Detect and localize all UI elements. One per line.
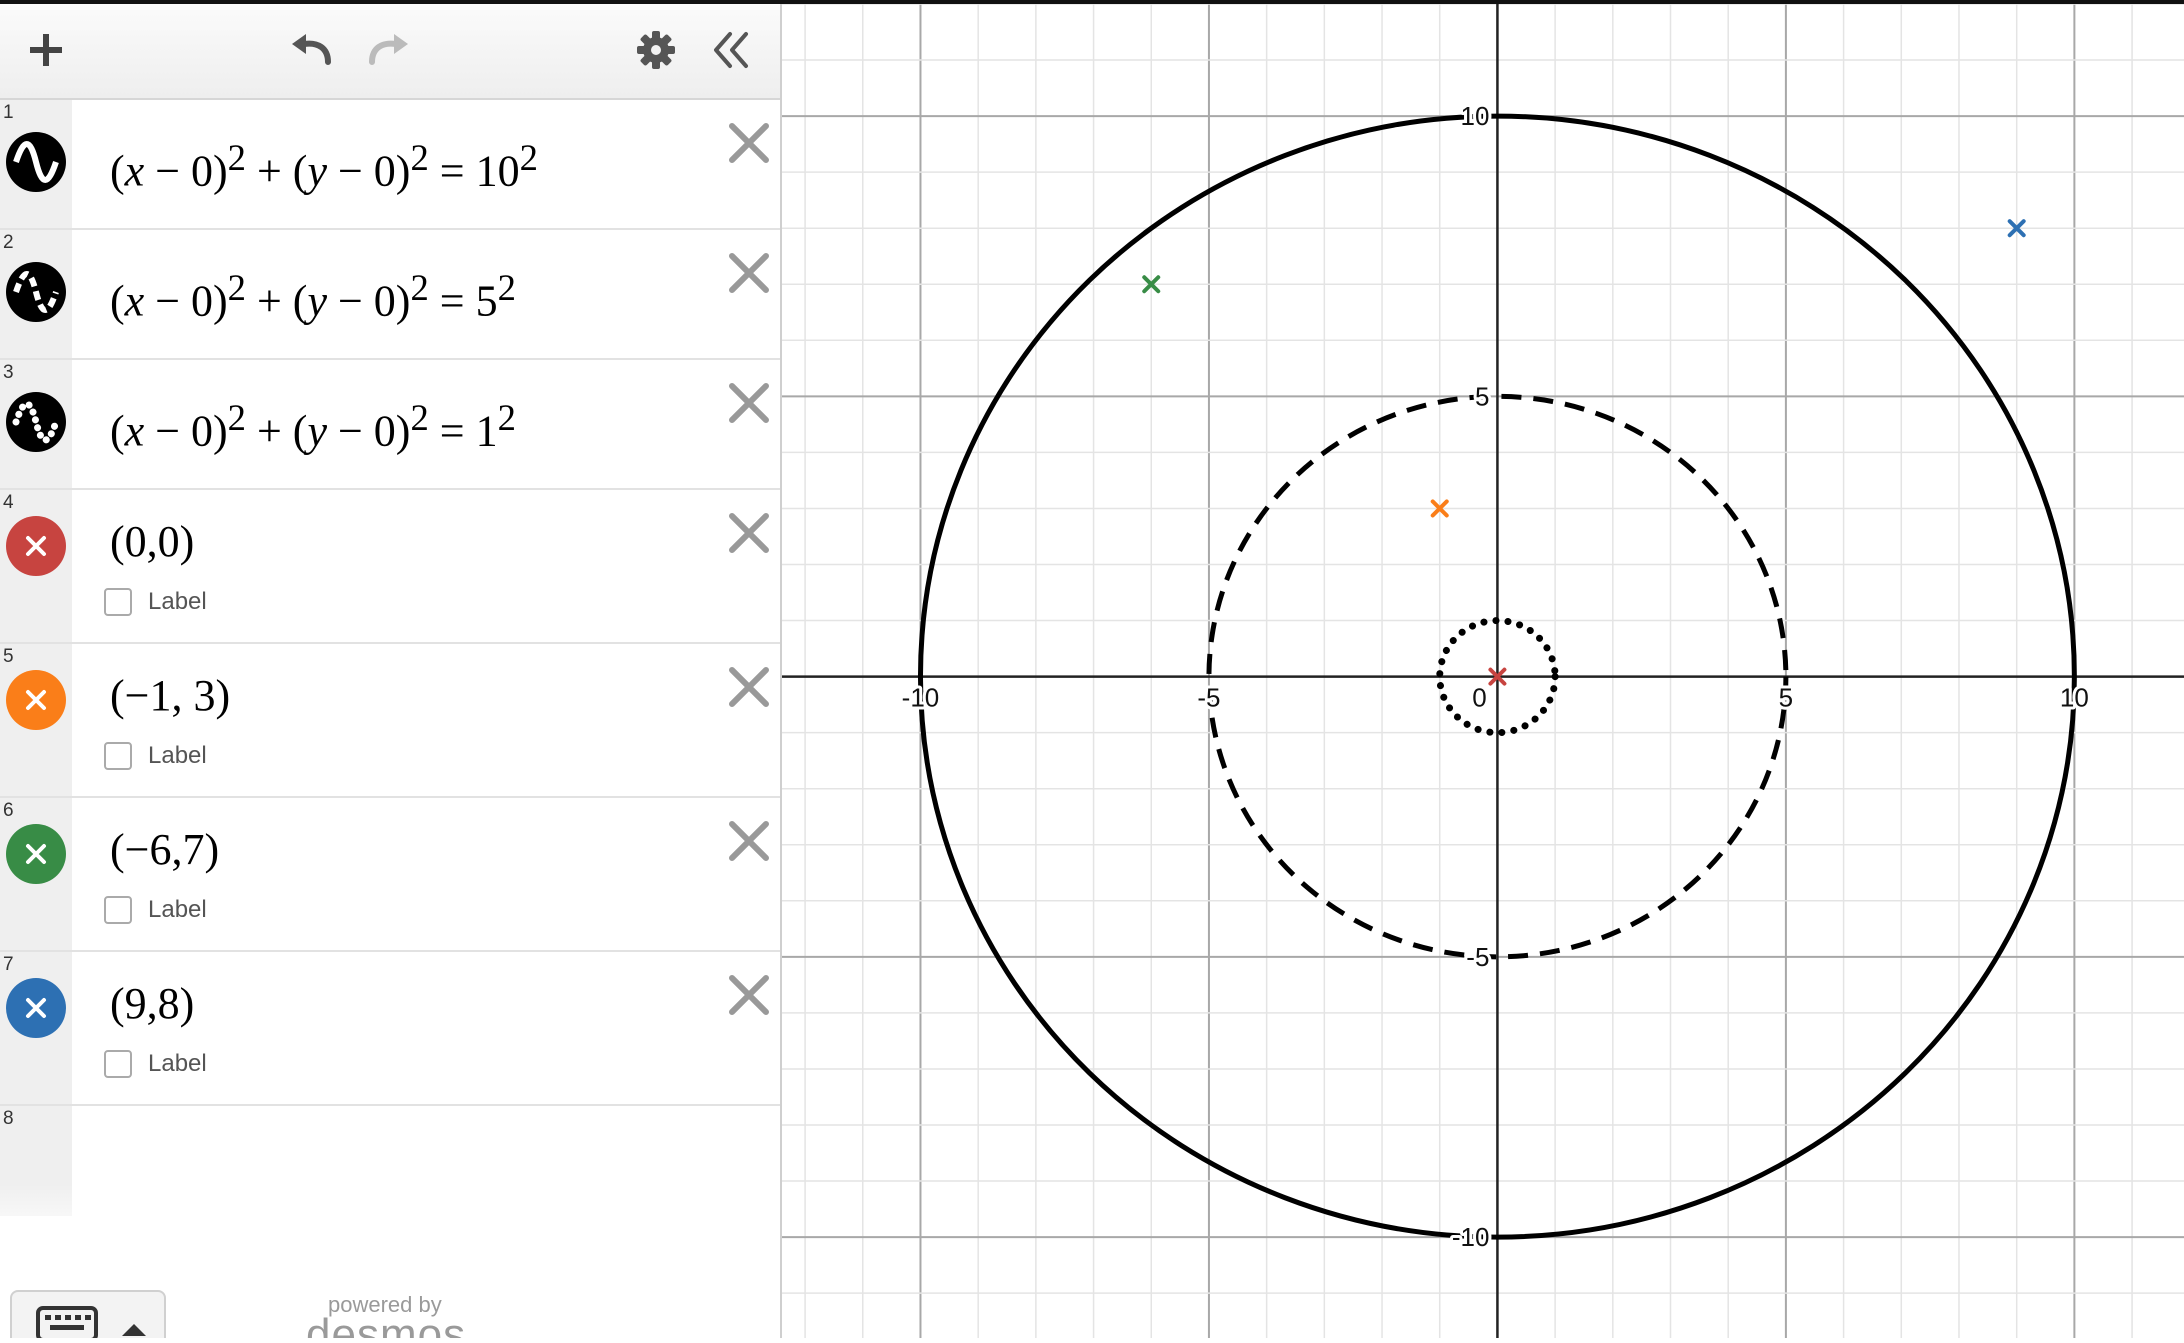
- point-marker: [1488, 667, 1507, 686]
- x-tick-label: -10: [902, 683, 940, 713]
- label-toggle[interactable]: Label: [104, 896, 207, 924]
- x-tick-label: 10: [2060, 683, 2089, 713]
- expression-math[interactable]: (0,0): [110, 517, 195, 566]
- x-tick-label: 0: [1472, 683, 1486, 713]
- point-marker: [1430, 499, 1449, 518]
- desmos-logo: desmos: [306, 1310, 467, 1338]
- row-number: 8: [3, 1108, 14, 1129]
- point-marker: [2007, 219, 2026, 238]
- expression-row[interactable]: 4 (0,0) Label: [0, 490, 780, 644]
- delete-expression-button[interactable]: [726, 664, 772, 710]
- plus-icon: [30, 34, 62, 66]
- expression-row[interactable]: 1 (x − 0)2 + (y − 0)2 = 102: [0, 100, 780, 230]
- expression-math[interactable]: (x − 0)2 + (y − 0)2 = 52: [110, 267, 516, 326]
- label-toggle[interactable]: Label: [104, 742, 207, 770]
- label-text: Label: [148, 588, 207, 615]
- label-checkbox[interactable]: [104, 1050, 132, 1078]
- expression-row[interactable]: 7 (9,8) Label: [0, 952, 780, 1106]
- x-tick-label: -5: [1197, 683, 1220, 713]
- circle-curve-r5: [1206, 393, 1789, 960]
- window-top-border: [0, 0, 2184, 4]
- y-tick-label: 5: [1475, 381, 1489, 411]
- circle-curve-r10: [917, 113, 2077, 1240]
- graph-canvas[interactable]: -10 -5 0 5 10 10 5 -5 -10: [782, 3, 2184, 1338]
- keyboard-icon: [36, 1306, 146, 1338]
- radius-value: 10: [475, 146, 520, 196]
- row-number: 2: [3, 232, 14, 253]
- expression-list: 1 (x − 0)2 + (y − 0)2 = 102 2 (x − 0)2 +…: [0, 100, 780, 1216]
- expression-panel: 1 (x − 0)2 + (y − 0)2 = 102 2 (x − 0)2 +…: [0, 4, 782, 1338]
- settings-button[interactable]: [632, 26, 680, 74]
- list-fade: [0, 1184, 780, 1244]
- delete-expression-button[interactable]: [726, 250, 772, 296]
- radius-value: 5: [475, 276, 498, 326]
- row-number: 1: [3, 102, 14, 123]
- delete-expression-button[interactable]: [726, 510, 772, 556]
- label-toggle[interactable]: Label: [104, 588, 207, 616]
- undo-button[interactable]: [288, 26, 336, 74]
- close-icon: [729, 667, 769, 707]
- delete-expression-button[interactable]: [726, 380, 772, 426]
- point-color-icon[interactable]: [6, 670, 66, 730]
- row-number: 3: [3, 362, 14, 383]
- label-text: Label: [148, 742, 207, 769]
- label-text: Label: [148, 1050, 207, 1077]
- keypad-toggle-button[interactable]: [10, 1290, 166, 1338]
- close-icon: [729, 253, 769, 293]
- label-checkbox[interactable]: [104, 588, 132, 616]
- label-checkbox[interactable]: [104, 742, 132, 770]
- undo-icon: [292, 34, 331, 65]
- redo-button[interactable]: [364, 26, 412, 74]
- delete-expression-button[interactable]: [726, 818, 772, 864]
- point-color-icon[interactable]: [6, 824, 66, 884]
- graph-area[interactable]: -10 -5 0 5 10 10 5 -5 -10: [782, 3, 2184, 1338]
- collapse-panel-button[interactable]: [708, 26, 756, 74]
- y-tick-label: -5: [1466, 942, 1489, 972]
- add-expression-button[interactable]: [22, 26, 70, 74]
- wave-dotted-icon[interactable]: [6, 392, 66, 452]
- label-toggle[interactable]: Label: [104, 1050, 207, 1078]
- close-icon: [729, 821, 769, 861]
- double-chevron-left-icon: [714, 32, 748, 68]
- expression-row[interactable]: 5 (−1, 3) Label: [0, 644, 780, 798]
- point-color-icon[interactable]: [6, 516, 66, 576]
- circle-curve-r1: [1436, 617, 1559, 737]
- close-icon: [729, 513, 769, 553]
- expression-math[interactable]: (x − 0)2 + (y − 0)2 = 12: [110, 397, 516, 456]
- gear-icon: [637, 31, 675, 69]
- x-tick-label: 5: [1779, 683, 1793, 713]
- label-checkbox[interactable]: [104, 896, 132, 924]
- expression-row[interactable]: 6 (−6,7) Label: [0, 798, 780, 952]
- redo-icon: [369, 34, 408, 65]
- delete-expression-button[interactable]: [726, 120, 772, 166]
- expression-math[interactable]: (−1, 3): [110, 671, 231, 720]
- close-icon: [729, 123, 769, 163]
- delete-expression-button[interactable]: [726, 972, 772, 1018]
- y-tick-label: 10: [1461, 101, 1490, 131]
- wave-solid-icon[interactable]: [6, 132, 66, 192]
- close-icon: [729, 383, 769, 423]
- expression-math[interactable]: (9,8): [110, 979, 195, 1028]
- radius-value: 1: [475, 406, 498, 456]
- powered-by-text: powered by: [328, 1292, 442, 1317]
- label-text: Label: [148, 896, 207, 923]
- row-number: 6: [3, 800, 14, 821]
- row-number: 7: [3, 954, 14, 975]
- y-tick-label: -10: [1452, 1222, 1490, 1252]
- close-icon: [729, 975, 769, 1015]
- point-marker: [1142, 275, 1161, 294]
- expression-math[interactable]: (−6,7): [110, 825, 220, 874]
- row-number: 4: [3, 492, 14, 513]
- wave-dashed-icon[interactable]: [6, 262, 66, 322]
- expression-row[interactable]: 3 (x − 0)2 + (y − 0)2 = 12: [0, 360, 780, 490]
- expression-toolbar: [0, 4, 780, 100]
- expression-row[interactable]: 2 (x − 0)2 + (y − 0)2 = 52: [0, 230, 780, 360]
- expression-math[interactable]: (x − 0)2 + (y − 0)2 = 102: [110, 137, 538, 196]
- point-color-icon[interactable]: [6, 978, 66, 1038]
- row-number: 5: [3, 646, 14, 667]
